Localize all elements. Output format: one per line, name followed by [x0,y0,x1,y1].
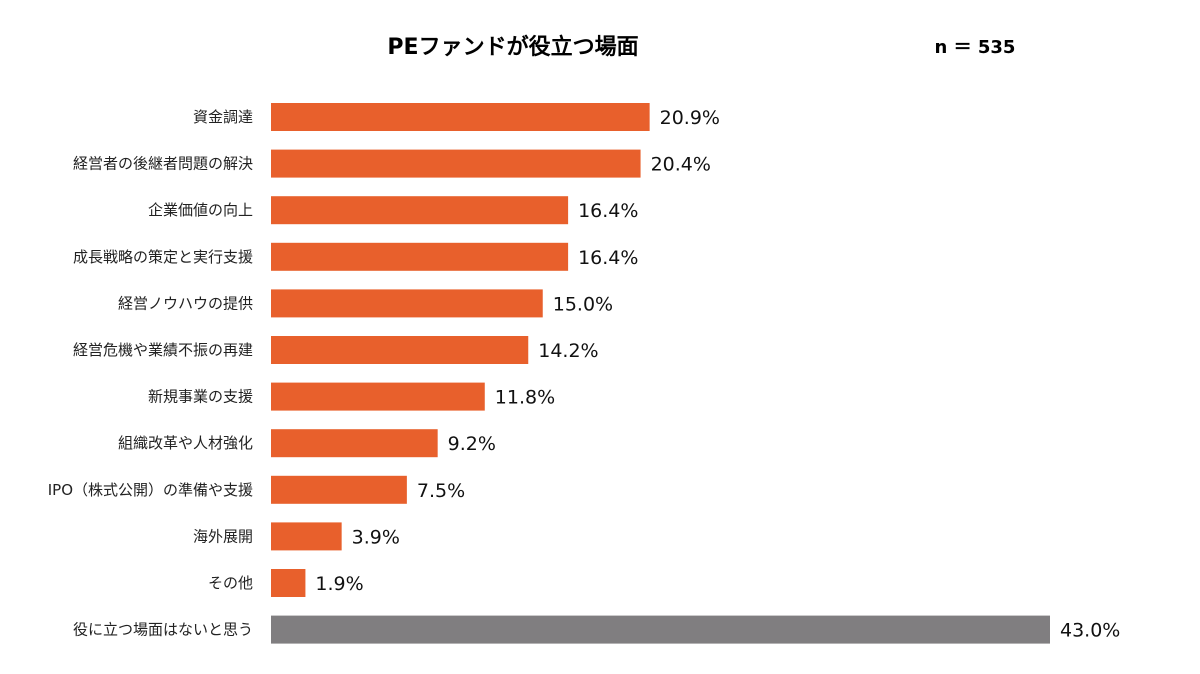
bar [271,336,529,364]
bar [271,289,543,318]
bar [271,382,485,411]
category-label: 海外展開 [193,527,253,545]
value-label: 16.4% [578,200,638,222]
value-label: 43.0% [1060,620,1120,642]
category-label: 経営ノウハウの提供 [118,294,253,312]
value-label: 7.5% [417,480,465,502]
sample-size-label: n ＝ 535 [935,37,1016,58]
value-label: 15.0% [553,293,613,315]
value-label: 20.9% [660,107,720,129]
category-label: 成長戦略の策定と実行支援 [73,248,253,266]
value-label: 1.9% [315,573,363,595]
bar [271,242,569,271]
category-label: IPO（株式公開）の準備や支援 [48,481,253,499]
value-label: 20.4% [651,154,711,176]
value-label: 16.4% [578,247,638,269]
bar [271,429,438,458]
bar [271,569,306,597]
bar [271,196,569,225]
value-label: 14.2% [538,340,598,362]
category-label: 資金調達 [193,108,253,126]
bar [271,615,1050,644]
bar [271,103,650,131]
category-label: 経営危機や業績不振の再建 [73,341,253,359]
bar [271,522,342,551]
bar [271,475,407,504]
value-label: 3.9% [352,526,400,548]
category-label: 新規事業の支援 [148,388,253,406]
value-label: 11.8% [495,387,555,409]
category-label: 組織改革や人材強化 [118,434,253,452]
category-label: その他 [208,574,253,592]
value-label: 9.2% [448,433,496,455]
bar [271,149,641,178]
chart-title: PEファンドが役立つ場面 [387,34,638,60]
category-label: 経営者の後継者問題の解決 [73,155,253,173]
category-label: 役に立つ場面はないと思う [73,621,253,639]
category-label: 企業価値の向上 [148,201,253,219]
